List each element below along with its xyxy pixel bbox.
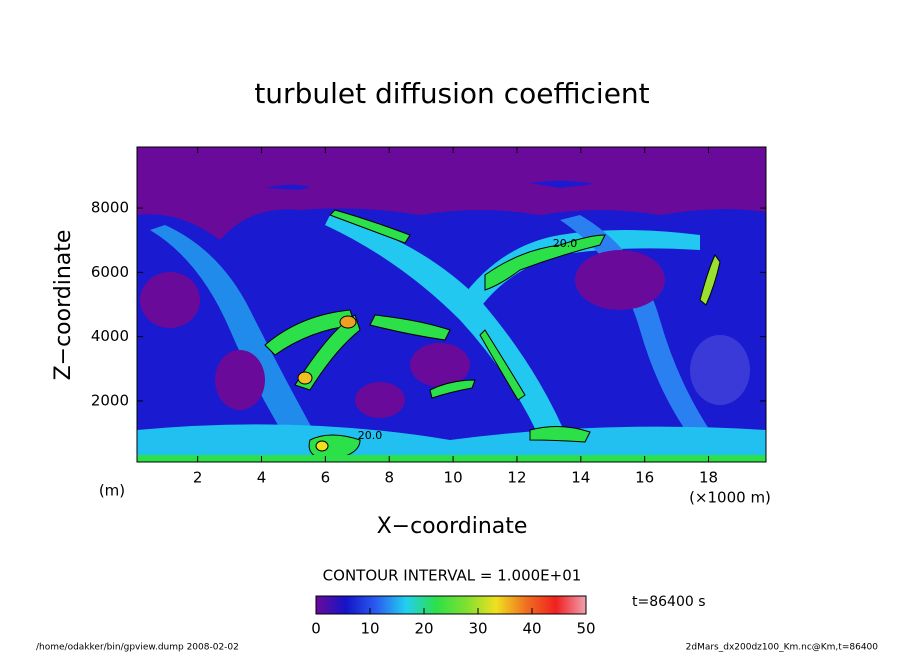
- x-tick-label: 16: [635, 469, 654, 487]
- field-region: [297, 371, 313, 385]
- field-region: [460, 230, 700, 315]
- contour-label: 20.0: [553, 237, 578, 250]
- field-region: [429, 379, 476, 399]
- field-region: [484, 234, 606, 291]
- chart-title: turbulet diffusion coefficient: [254, 77, 649, 110]
- x-tick-label: 12: [507, 469, 526, 487]
- contour-field: [137, 147, 766, 462]
- field-region: [355, 382, 405, 418]
- colorbar-tick-label: 20: [414, 620, 433, 638]
- colorbar-tick-label: 40: [522, 620, 541, 638]
- colorbar-tick-label: 0: [311, 620, 321, 638]
- colorbar-tick-label: 50: [576, 620, 595, 638]
- y-axis-label: Z−coordinate: [51, 230, 76, 381]
- x-axis-label: X−coordinate: [377, 514, 528, 539]
- field-region: [265, 184, 310, 190]
- field-region: [140, 272, 200, 328]
- x-tick-label: 14: [571, 469, 590, 487]
- x-tick-label: 10: [444, 469, 463, 487]
- x-tick-label: 6: [321, 469, 331, 487]
- field-region: [329, 209, 411, 244]
- field-region: [215, 350, 265, 410]
- contour-interval: CONTOUR INTERVAL = 1.000E+01: [323, 567, 582, 585]
- x-unit: (×1000 m): [689, 489, 771, 507]
- contour-label: 20.0: [358, 429, 383, 442]
- x-tick-label: 4: [257, 469, 267, 487]
- field-region: [137, 455, 766, 462]
- footer-left: /home/odakker/bin/gpview.dump 2008-02-02: [36, 643, 239, 653]
- field-region: [690, 335, 750, 405]
- field-region: [530, 180, 595, 188]
- footer-right: 2dMars_dx200dz100_Km.nc@Km,t=86400: [686, 643, 879, 653]
- y-unit: (m): [99, 482, 125, 500]
- field-region: [315, 440, 329, 452]
- y-tick-label: 4000: [91, 327, 129, 345]
- field-region: [369, 314, 451, 341]
- field-region: [699, 254, 721, 306]
- field-region: [150, 225, 330, 460]
- colorbar-tick-label: 10: [360, 620, 379, 638]
- field-region: [325, 215, 570, 450]
- field-region: [479, 329, 526, 401]
- field-region: [410, 343, 470, 387]
- x-tick-label: 18: [699, 469, 718, 487]
- field-region: [294, 314, 361, 391]
- field-region: [339, 315, 357, 329]
- field-region: [560, 215, 720, 450]
- field-region: [575, 250, 665, 310]
- x-tick-label: 8: [384, 469, 394, 487]
- colorbar-tick-label: 30: [468, 620, 487, 638]
- field-region: [137, 424, 766, 462]
- time-label: t=86400 s: [632, 594, 706, 610]
- y-tick-label: 2000: [91, 391, 129, 409]
- colorbar: [315, 595, 587, 615]
- field-region: [529, 426, 591, 443]
- plot-frame: [136, 146, 767, 463]
- x-tick-label: 2: [193, 469, 203, 487]
- y-tick-label: 8000: [91, 199, 129, 217]
- y-tick-label: 6000: [91, 263, 129, 281]
